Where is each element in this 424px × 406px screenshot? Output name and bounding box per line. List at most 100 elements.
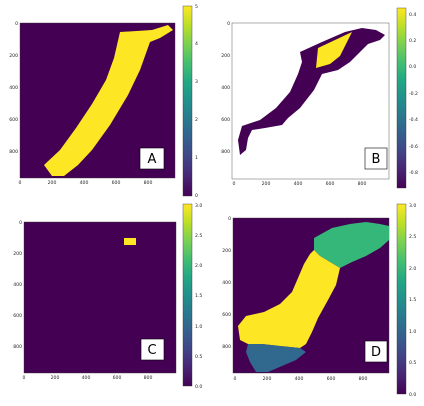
y-tick-label: 200	[9, 53, 18, 59]
label-box-d	[364, 340, 388, 363]
y-tick-label: 600	[9, 117, 18, 123]
y-tick-label: 0	[15, 21, 18, 27]
colorbar-tick-label: 0.4	[409, 12, 416, 18]
colorbar-tick-label: 0.2	[409, 38, 416, 44]
x-tick-label: 400	[80, 180, 89, 186]
y-tick-label: 800	[9, 149, 18, 155]
x-tick-label: 800	[144, 375, 153, 381]
y-tick-label: 400	[9, 85, 18, 91]
colorbar-tick-label: 1.5	[195, 293, 202, 299]
colorbar-tick-label: 1.5	[409, 297, 416, 303]
x-ticks-b: 0 200 400 600 800	[233, 181, 367, 187]
x-ticks-a: 0 200 400 600 800	[19, 180, 153, 186]
colorbar-tick-label: -0.2	[409, 91, 418, 97]
y-tick-label: 800	[222, 344, 231, 350]
colorbar-tick-label: -0.8	[409, 170, 418, 176]
x-tick-label: 0	[23, 375, 26, 381]
y-tick-label: 800	[13, 344, 22, 350]
y-ticks-c: 0 200 400 600 800	[13, 220, 22, 350]
label-box-a	[139, 147, 165, 170]
x-tick-label: 800	[359, 376, 368, 382]
x-tick-label: 200	[263, 376, 272, 382]
x-tick-label: 0	[234, 376, 237, 382]
colorbar-tick-label: 2.0	[409, 266, 416, 272]
colorbar-tick-label: 2.0	[195, 263, 202, 269]
y-tick-label: 600	[13, 313, 22, 319]
x-tick-label: 0	[19, 180, 22, 186]
x-tick-label: 600	[112, 180, 121, 186]
x-tick-label: 400	[295, 376, 304, 382]
x-ticks-c: 0 200 400 600 800	[23, 375, 153, 381]
region-d-green	[314, 222, 389, 268]
colorbar-tick-label: 4	[195, 41, 198, 47]
y-tick-label: 200	[222, 248, 231, 254]
x-tick-label: 600	[113, 375, 122, 381]
x-tick-label: 200	[262, 181, 271, 187]
y-tick-label: 200	[221, 53, 230, 59]
y-tick-label: 600	[221, 117, 230, 123]
panel-label-d: D	[371, 345, 381, 360]
colorbar-ticks-b: 0.4 0.2 0.0 -0.2 -0.4 -0.6 -0.8	[409, 12, 418, 176]
y-tick-label: 200	[13, 251, 22, 257]
colorbar-tick-label: 1.0	[195, 324, 202, 330]
colorbar-tick-label: 3	[195, 79, 198, 85]
y-tick-label: 400	[222, 280, 231, 286]
colorbar-d	[396, 203, 407, 395]
label-box-b	[364, 147, 388, 170]
colorbar-ticks-d: 0.0 0.5 1.0 1.5 2.0 2.5 3.0	[409, 203, 416, 398]
x-tick-label: 800	[144, 180, 153, 186]
colorbar-c	[182, 203, 193, 387]
x-tick-label: 400	[294, 181, 303, 187]
region-b-yellow	[316, 32, 352, 68]
region-b-purple	[238, 28, 385, 155]
colorbar-tick-label: 0.5	[409, 360, 416, 366]
colorbar-tick-label: 0.0	[409, 392, 416, 398]
colorbar-tick-label: 0.0	[409, 64, 416, 70]
x-ticks-d: 0 200 400 600 800	[234, 376, 368, 382]
colorbar-ticks-a: 0 1 2 3 4 5	[195, 4, 198, 199]
colorbar-tick-label: -0.6	[409, 144, 418, 150]
colorbar-tick-label: 2.5	[195, 233, 202, 239]
y-tick-label: 800	[221, 149, 230, 155]
x-tick-label: 200	[51, 375, 60, 381]
label-box-c	[140, 338, 165, 361]
y-tick-label: 400	[13, 282, 22, 288]
x-tick-label: 600	[327, 376, 336, 382]
region-a-yellow	[44, 25, 173, 176]
y-tick-label: 0	[19, 220, 22, 226]
colorbar-tick-label: 0	[195, 193, 198, 199]
x-tick-label: 600	[326, 181, 335, 187]
x-tick-label: 200	[48, 180, 57, 186]
panel-a: A 0 200 400 600 800 0 200 400 600 800 0 …	[9, 4, 198, 199]
colorbar-ticks-c: 0.0 0.5 1.0 1.5 2.0 2.5 3.0	[195, 203, 202, 390]
y-tick-label: 600	[222, 312, 231, 318]
y-ticks-d: 0 200 400 600 800	[222, 216, 231, 350]
y-ticks-a: 0 200 400 600 800	[9, 21, 18, 155]
colorbar-tick-label: 1	[195, 155, 198, 161]
panel-d: D 0 200 400 600 800 0 200 400 600 800 0.…	[222, 203, 416, 398]
x-tick-label: 800	[358, 181, 367, 187]
colorbar-tick-label: 0.0	[195, 384, 202, 390]
panel-label-b: B	[372, 152, 381, 167]
colorbar-tick-label: 2.5	[409, 234, 416, 240]
x-tick-label: 0	[233, 181, 236, 187]
panel-c: C 0 200 400 600 800 0 200 400 600 800 0.…	[13, 203, 202, 390]
colorbar-tick-label: 2	[195, 117, 198, 123]
colorbar-tick-label: 1.0	[409, 329, 416, 335]
y-tick-label: 400	[221, 85, 230, 91]
y-tick-label: 0	[228, 216, 231, 222]
x-tick-label: 400	[82, 375, 91, 381]
panel-b: B 0 200 400 600 800 0 200 400 600 800 0.…	[221, 7, 418, 189]
colorbar-tick-label: 0.5	[195, 354, 202, 360]
colorbar-a	[182, 5, 193, 197]
colorbar-tick-label: 5	[195, 4, 198, 10]
y-tick-label: 0	[227, 21, 230, 27]
colorbar-b	[396, 7, 407, 189]
region-d-blue	[246, 344, 306, 372]
colorbar-tick-label: 3.0	[409, 203, 416, 209]
region-d-yellow	[238, 250, 340, 348]
panel-label-a: A	[148, 152, 157, 167]
region-c-yellow	[124, 238, 136, 245]
colorbar-tick-label: 3.0	[195, 203, 202, 209]
